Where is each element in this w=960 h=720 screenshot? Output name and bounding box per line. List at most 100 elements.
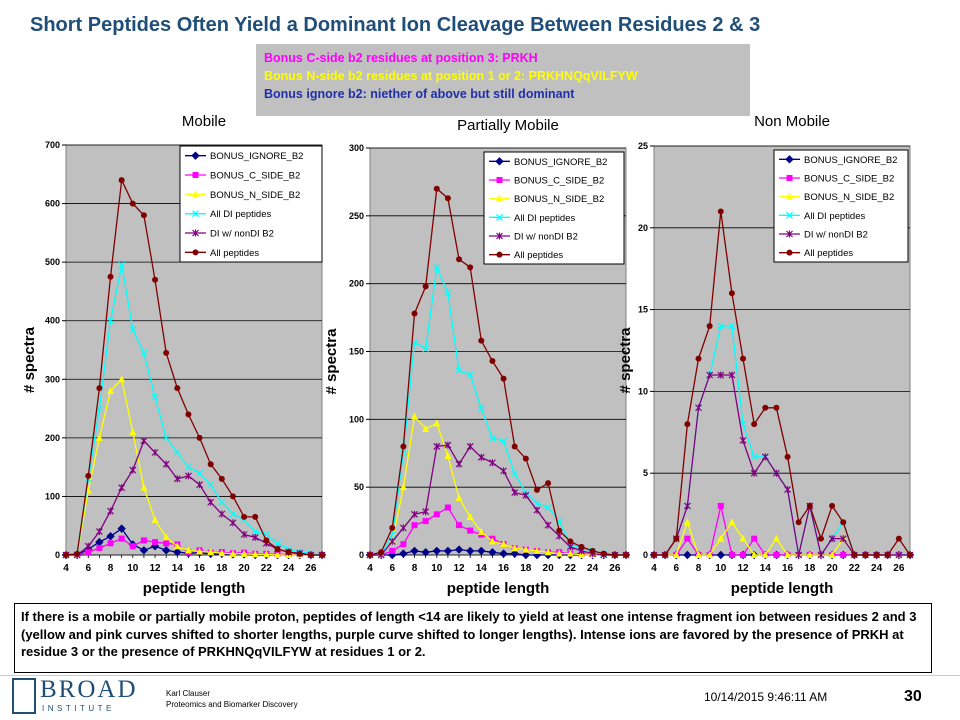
data-point — [85, 549, 92, 556]
data-point — [577, 551, 585, 558]
data-point — [840, 519, 847, 526]
data-point — [140, 349, 148, 357]
data-point — [218, 475, 225, 482]
data-point — [466, 442, 474, 450]
data-point — [196, 434, 203, 441]
data-point — [411, 510, 418, 518]
data-point — [422, 283, 429, 290]
data-point — [751, 535, 758, 542]
data-point — [173, 449, 181, 456]
data-point — [107, 273, 114, 280]
legend-swatch-marker — [192, 229, 199, 237]
data-point — [795, 519, 802, 526]
data-point — [389, 524, 396, 531]
data-point — [422, 424, 430, 432]
legend-swatch-marker — [495, 157, 504, 166]
chart-mobile: Mobile 0 100 200 300 400 500 600 700 4 6 8 10 12 14 16 1… — [21, 113, 327, 597]
legend-label: BONUS_N_SIDE_B2 — [210, 190, 300, 201]
data-point — [467, 527, 474, 534]
data-point — [95, 433, 103, 441]
data-point — [750, 469, 758, 477]
data-point — [140, 483, 148, 491]
data-point — [521, 550, 531, 560]
data-point — [817, 551, 825, 559]
series-line — [66, 264, 323, 556]
data-point — [274, 539, 281, 547]
y-axis-label: # spectra — [617, 327, 634, 394]
data-point — [806, 502, 813, 509]
x-tick-label: 14 — [476, 563, 488, 574]
x-tick-label: 24 — [587, 563, 599, 574]
data-point — [173, 542, 181, 550]
data-point — [241, 513, 248, 520]
slide-title: Short Peptides Often Yield a Dominant Io… — [30, 14, 761, 36]
data-point — [410, 546, 419, 556]
y-tick-label: 400 — [45, 316, 60, 326]
author-block: Karl Clauser Proteomics and Biomarker Di… — [166, 688, 298, 710]
series-5 — [63, 177, 325, 558]
legend-swatch-marker — [496, 177, 503, 183]
data-point — [717, 322, 725, 330]
series-5 — [367, 185, 629, 558]
data-point — [600, 550, 607, 557]
y-tick-label: 300 — [349, 143, 364, 153]
data-point — [185, 463, 192, 471]
data-point — [444, 289, 452, 297]
data-point — [828, 535, 836, 543]
data-point — [118, 375, 126, 383]
data-point — [862, 552, 869, 558]
data-point — [107, 507, 114, 515]
y-tick-label: 200 — [349, 279, 364, 289]
data-point — [455, 460, 463, 468]
data-point — [750, 453, 758, 461]
legend-swatch-marker — [496, 213, 503, 221]
data-point — [851, 552, 858, 558]
legend-label: All DI peptides — [804, 211, 866, 222]
data-point — [400, 541, 407, 548]
data-point — [251, 550, 259, 558]
legend-label: BONUS_C_SIDE_B2 — [514, 176, 604, 187]
data-point — [162, 434, 170, 442]
x-tick-label: 8 — [696, 563, 702, 574]
data-point — [96, 544, 103, 551]
y-tick-label: 200 — [45, 433, 60, 443]
y-tick-label: 15 — [638, 305, 648, 315]
legend-swatch-marker — [786, 230, 793, 238]
y-tick-label: 500 — [45, 257, 60, 267]
x-tick-label: 12 — [149, 563, 161, 574]
data-point — [273, 551, 281, 558]
x-tick-label: 16 — [194, 563, 206, 574]
data-point — [817, 535, 824, 542]
data-point — [567, 538, 574, 545]
data-point — [196, 469, 203, 477]
data-point — [795, 551, 803, 559]
data-point — [422, 345, 430, 353]
data-point — [274, 546, 281, 553]
data-point — [173, 547, 182, 557]
data-point — [784, 486, 791, 494]
data-point — [163, 540, 170, 547]
data-point — [118, 484, 126, 492]
x-tick-label: 22 — [261, 563, 273, 574]
chart-title: Mobile — [182, 113, 226, 130]
x-tick-label: 20 — [543, 563, 555, 574]
data-point — [229, 519, 237, 527]
legend-label: BONUS_C_SIDE_B2 — [804, 174, 894, 185]
y-tick-label: 0 — [55, 550, 60, 560]
data-point — [433, 419, 441, 427]
footer-divider — [0, 675, 960, 676]
x-tick-label: 10 — [431, 563, 443, 574]
data-point — [500, 375, 507, 382]
data-point — [522, 455, 529, 462]
x-tick-label: 24 — [871, 563, 883, 574]
data-point — [218, 498, 226, 506]
legend-box — [483, 151, 625, 265]
data-point — [456, 522, 463, 529]
data-point — [773, 552, 780, 558]
legend-label: BONUS_C_SIDE_B2 — [210, 171, 300, 182]
chart-partially-mobile: Partially Mobile 0 50 100 150 200 250 300 4 6 8 10 1… — [323, 117, 631, 597]
legend-swatch-marker — [786, 175, 793, 181]
footer: BROAD INSTITUTE — [0, 676, 960, 720]
data-point — [695, 404, 702, 412]
data-point — [728, 322, 736, 330]
